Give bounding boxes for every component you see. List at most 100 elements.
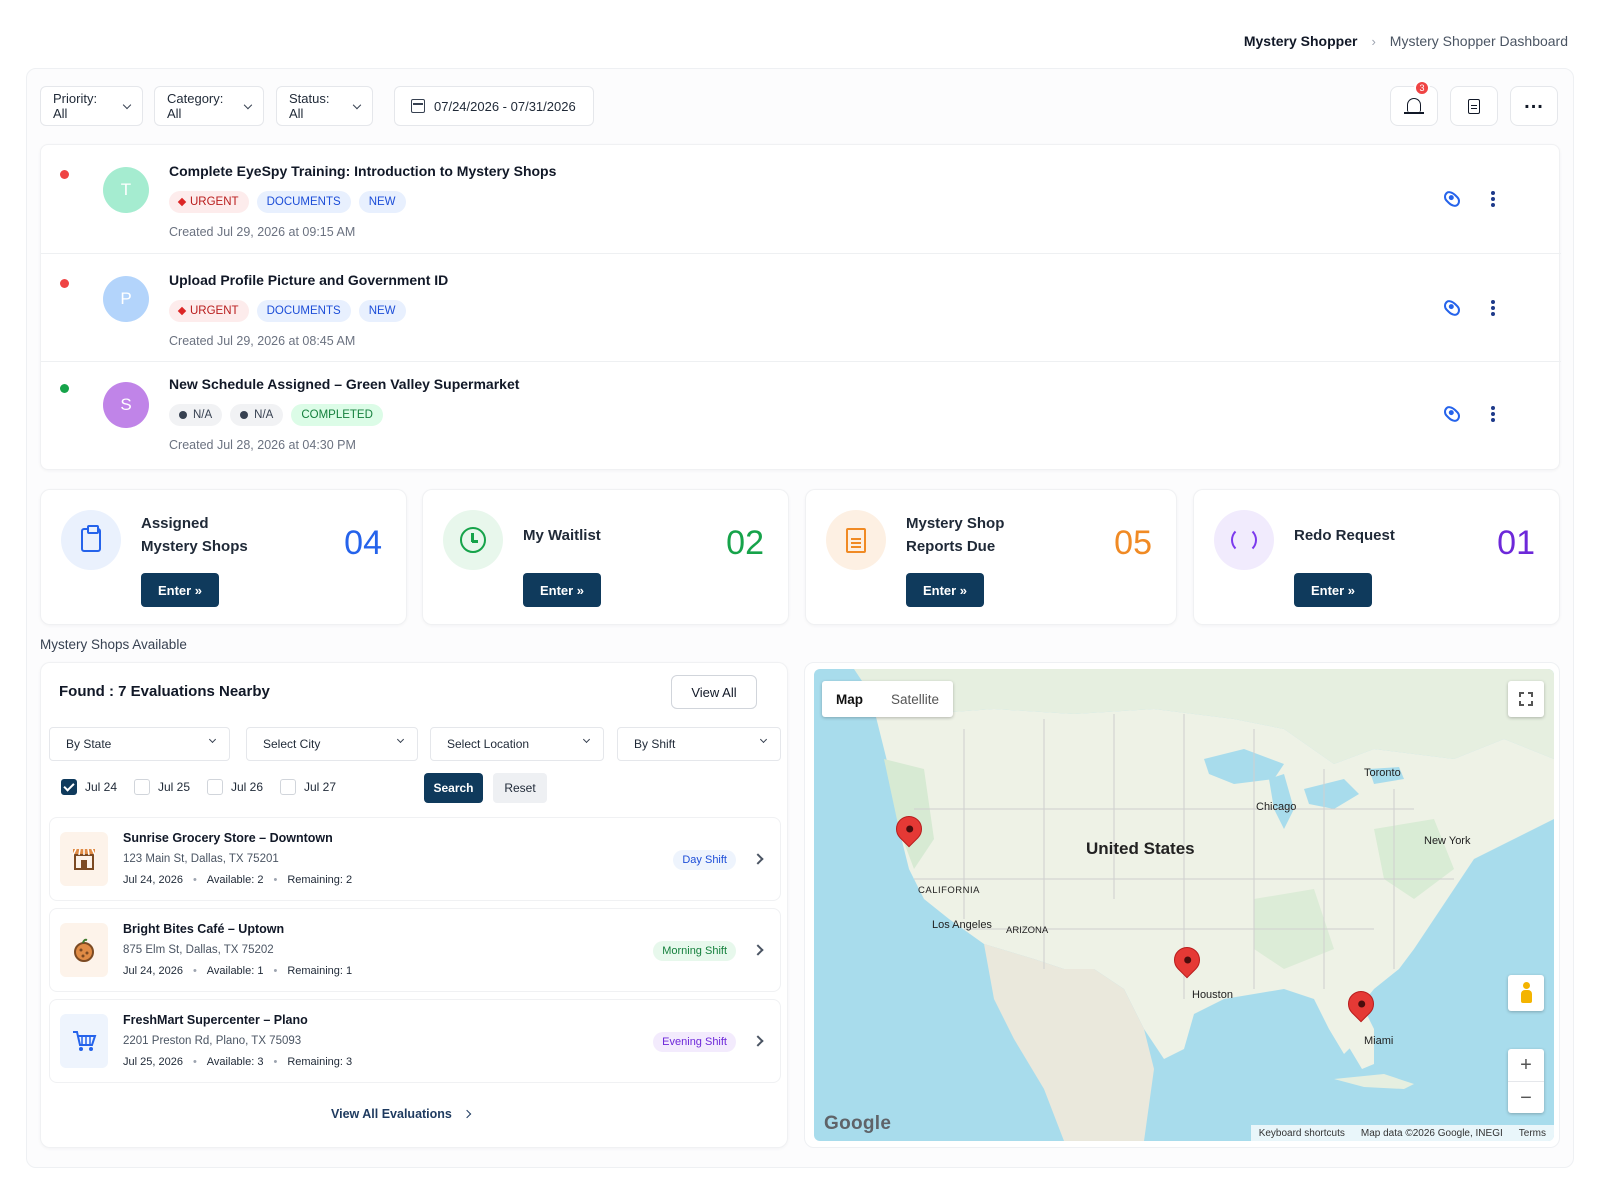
new-tag: NEW xyxy=(358,300,406,322)
stat-label: Redo Request xyxy=(1294,527,1395,544)
notification-title[interactable]: Upload Profile Picture and Government ID xyxy=(169,272,449,288)
notifications-button[interactable]: 3 xyxy=(1390,80,1438,126)
shift-select-label: By Shift xyxy=(634,737,676,751)
enter-button[interactable]: Enter » xyxy=(1294,573,1372,607)
street-view-button[interactable] xyxy=(1508,975,1544,1011)
tag-label: N/A xyxy=(193,409,213,421)
view-all-button[interactable]: View All xyxy=(671,675,757,709)
date-checkbox[interactable]: Jul 27 xyxy=(280,779,336,795)
notification-item[interactable]: T Complete EyeSpy Training: Introduction… xyxy=(41,145,1561,253)
date-range-picker[interactable]: 07/24/2026 - 07/31/2026 xyxy=(394,86,594,126)
chevron-down-icon xyxy=(244,100,253,109)
notification-tags: URGENT DOCUMENTS NEW xyxy=(169,300,406,322)
eye-icon[interactable] xyxy=(1441,403,1463,425)
tag-label: N/A xyxy=(254,409,274,421)
fullscreen-icon xyxy=(1518,691,1534,707)
state-select[interactable]: By State xyxy=(49,727,230,761)
created-timestamp: Created Jul 28, 2026 at 04:30 PM xyxy=(169,438,356,452)
map[interactable]: United States Toronto Chicago New York C… xyxy=(814,669,1554,1141)
created-timestamp: Created Jul 29, 2026 at 08:45 AM xyxy=(169,334,356,348)
stat-card-redo: Redo Request 01 Enter » xyxy=(1193,489,1560,625)
tag-label: URGENT xyxy=(190,305,239,317)
created-timestamp: Created Jul 29, 2026 at 09:15 AM xyxy=(169,225,356,239)
google-logo: Google xyxy=(824,1113,892,1134)
shift-badge: Day Shift xyxy=(673,850,736,870)
checkbox-icon[interactable] xyxy=(134,779,150,795)
store-meta: Jul 24, 2026 • Available: 2 • Remaining: 2 xyxy=(123,874,353,886)
city-select[interactable]: Select City xyxy=(246,727,418,761)
checkbox-icon[interactable] xyxy=(207,779,223,795)
more-vertical-icon[interactable] xyxy=(1491,406,1495,422)
more-vertical-icon[interactable] xyxy=(1491,300,1495,316)
documents-tag: DOCUMENTS xyxy=(256,300,351,322)
enter-button[interactable]: Enter » xyxy=(523,573,601,607)
breadcrumb-mystery-shopper[interactable]: Mystery Shopper xyxy=(1243,33,1358,49)
store-meta: Jul 25, 2026 • Available: 3 • Remaining: 3 xyxy=(123,1056,353,1068)
unread-dot-icon xyxy=(60,279,69,288)
search-button[interactable]: Search xyxy=(424,773,483,803)
evaluations-panel: Found : 7 Evaluations Nearby View All By… xyxy=(40,662,788,1148)
map-data-text: Map data ©2026 Google, INEGI xyxy=(1360,1127,1503,1139)
list-item[interactable]: Bright Bites Café – Uptown 875 Elm St, D… xyxy=(49,908,781,992)
diamond-icon xyxy=(177,306,187,316)
date-checkbox[interactable]: Jul 25 xyxy=(134,779,190,795)
map-tab[interactable]: Map xyxy=(836,691,863,707)
date-checkbox[interactable]: Jul 26 xyxy=(207,779,263,795)
keyboard-shortcuts-link[interactable]: Keyboard shortcuts xyxy=(1258,1127,1345,1139)
stat-label: Assigned Mystery Shops xyxy=(141,515,248,555)
notification-item[interactable]: P Upload Profile Picture and Government … xyxy=(41,253,1561,361)
chevron-down-icon xyxy=(122,100,132,109)
more-options-button[interactable]: ... xyxy=(1510,86,1558,126)
list-item[interactable]: FreshMart Supercenter – Plano 2201 Prest… xyxy=(49,999,781,1083)
map-label-new-york: New York xyxy=(1424,835,1471,847)
status-filter[interactable]: Status: All xyxy=(276,86,373,126)
chevron-right-icon[interactable] xyxy=(752,853,764,865)
eye-icon[interactable] xyxy=(1441,297,1463,319)
checkbox-icon[interactable] xyxy=(280,779,296,795)
notifications-list: T Complete EyeSpy Training: Introduction… xyxy=(40,144,1561,470)
satellite-tab[interactable]: Satellite xyxy=(891,691,940,707)
store-date: Jul 24, 2026 xyxy=(123,874,183,886)
chevron-right-icon[interactable] xyxy=(752,1035,764,1047)
chevron-right-icon[interactable] xyxy=(752,944,764,956)
enter-button[interactable]: Enter » xyxy=(141,573,219,607)
zoom-in-button[interactable]: + xyxy=(1520,1054,1532,1076)
chevron-down-icon xyxy=(396,735,405,744)
checkbox-checked-icon[interactable] xyxy=(61,779,77,795)
shift-badge: Morning Shift xyxy=(653,941,736,961)
chevron-right-icon xyxy=(462,1109,472,1119)
date-checkbox-label: Jul 25 xyxy=(158,780,191,794)
more-vertical-icon[interactable] xyxy=(1491,191,1495,207)
clock-icon xyxy=(443,510,503,570)
notification-title[interactable]: New Schedule Assigned – Green Valley Sup… xyxy=(169,376,520,392)
eye-icon[interactable] xyxy=(1441,188,1463,210)
document-button[interactable] xyxy=(1450,86,1498,126)
store-address: 875 Elm St, Dallas, TX 75202 xyxy=(123,944,274,956)
reset-button[interactable]: Reset xyxy=(493,773,547,803)
store-remaining: Remaining: 2 xyxy=(287,874,353,886)
list-item[interactable]: Sunrise Grocery Store – Downtown 123 Mai… xyxy=(49,817,781,901)
date-checkbox-label: Jul 24 xyxy=(85,780,118,794)
map-label-chicago: Chicago xyxy=(1256,801,1297,813)
view-all-evaluations-link[interactable]: View All Evaluations xyxy=(331,1107,472,1121)
breadcrumb-separator-icon: › xyxy=(1371,33,1376,49)
tag-label: URGENT xyxy=(190,196,239,208)
status-filter-label: Status: All xyxy=(289,91,330,121)
terms-link[interactable]: Terms xyxy=(1518,1127,1546,1139)
shift-select[interactable]: By Shift xyxy=(617,727,781,761)
fullscreen-button[interactable] xyxy=(1508,681,1544,717)
new-tag: NEW xyxy=(358,191,406,213)
date-checkbox[interactable]: Jul 24 xyxy=(61,779,117,795)
zoom-out-button[interactable]: − xyxy=(1508,1081,1544,1113)
circle-icon xyxy=(240,411,249,419)
location-select[interactable]: Select Location xyxy=(430,727,604,761)
notification-item[interactable]: S New Schedule Assigned – Green Valley S… xyxy=(41,361,1561,469)
priority-filter[interactable]: Priority: All xyxy=(40,86,143,126)
map-label-houston: Houston xyxy=(1192,989,1233,1001)
chevron-down-icon xyxy=(208,735,217,744)
refresh-icon xyxy=(1214,510,1274,570)
notification-title[interactable]: Complete EyeSpy Training: Introduction t… xyxy=(169,163,557,179)
enter-button[interactable]: Enter » xyxy=(906,573,984,607)
report-document-icon xyxy=(826,510,886,570)
category-filter[interactable]: Category: All xyxy=(154,86,264,126)
